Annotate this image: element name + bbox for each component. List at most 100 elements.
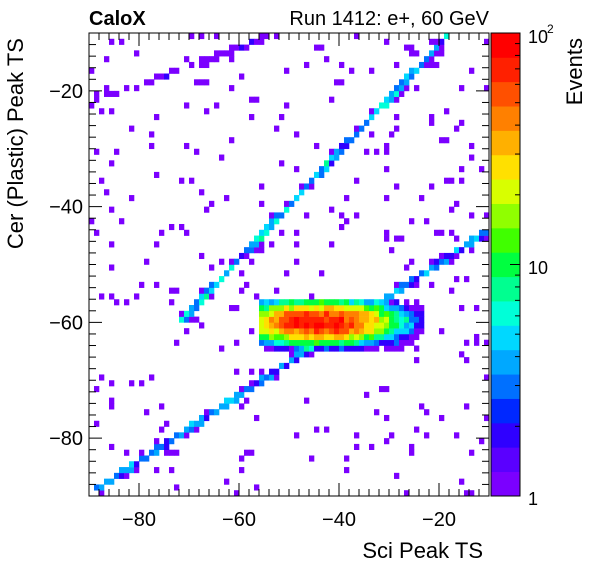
heatmap-cell (159, 443, 165, 450)
heatmap-cell (89, 218, 95, 225)
heatmap-cell (479, 235, 485, 242)
heatmap-cell (409, 310, 415, 317)
heatmap-cell (284, 200, 290, 207)
heatmap-cell (259, 316, 265, 323)
heatmap-cell (349, 299, 355, 306)
heatmap-cell (334, 148, 340, 155)
heatmap-cell (384, 102, 390, 109)
heatmap-cell (429, 183, 435, 190)
heatmap-cell (104, 189, 110, 196)
colorbar-band (491, 130, 520, 156)
heatmap-cell (374, 409, 380, 416)
heatmap-cell (339, 79, 345, 86)
heatmap-cell (449, 177, 455, 184)
heatmap-cell (139, 281, 145, 288)
heatmap-cell (399, 90, 405, 97)
heatmap-cell (454, 276, 460, 283)
heatmap-cell (389, 247, 395, 254)
heatmap-cell (259, 310, 265, 317)
heatmap-cell (189, 316, 195, 323)
heatmap-cell (319, 322, 325, 329)
heatmap-cell (184, 328, 190, 335)
heatmap-cell (199, 414, 205, 422)
heatmap-cell (289, 328, 295, 335)
heatmap-cell (144, 258, 150, 265)
heatmap-cell (284, 322, 290, 329)
heatmap-cell (369, 108, 375, 115)
heatmap-cell (274, 310, 280, 317)
heatmap-cell (289, 200, 295, 207)
heatmap-cell (334, 154, 340, 161)
heatmap-cell (429, 50, 435, 57)
heatmap-cell (304, 61, 310, 69)
heatmap-cell (384, 322, 390, 329)
heatmap-cell (304, 183, 310, 190)
heatmap-cell (404, 264, 410, 271)
heatmap-cell (229, 44, 235, 51)
heatmap-cell (399, 85, 405, 92)
heatmap-cell (124, 85, 130, 92)
heatmap-cell (389, 339, 395, 346)
heatmap-cell (384, 438, 390, 445)
heatmap-cell (399, 287, 405, 294)
heatmap-cell (369, 316, 375, 323)
heatmap-cell (324, 310, 330, 317)
heatmap-cell (324, 160, 330, 167)
heatmap-cell (474, 339, 480, 346)
heatmap-cell (354, 432, 360, 439)
heatmap-cell (99, 484, 105, 491)
heatmap-cell (259, 247, 265, 254)
heatmap-cell (174, 339, 180, 346)
heatmap-cell (394, 310, 400, 317)
x-tick-label: −80 (122, 509, 156, 531)
heatmap-cell (184, 102, 190, 109)
heatmap-cell (204, 79, 210, 86)
heatmap-cell (154, 114, 160, 121)
heatmap-cell (264, 328, 270, 335)
heatmap-cell (249, 380, 255, 387)
heatmap-cell (289, 305, 295, 312)
heatmap-cell (324, 305, 330, 312)
x-axis-title: Sci Peak TS (362, 538, 483, 563)
heatmap-cell (199, 420, 205, 427)
heatmap-cell (234, 339, 240, 346)
heatmap-cell (234, 258, 240, 265)
heatmap-cell (319, 339, 325, 346)
heatmap-cell (344, 322, 350, 329)
heatmap-cell (94, 90, 100, 97)
heatmap-cell (474, 305, 480, 312)
heatmap-cell (394, 316, 400, 323)
heatmap-cell (194, 316, 200, 323)
heatmap-cell (314, 316, 320, 323)
heatmap-cell (199, 322, 205, 329)
heatmap-cell (394, 287, 400, 294)
heatmap-cell (304, 333, 310, 341)
heatmap-cell (484, 414, 490, 422)
heatmap-cell (129, 461, 135, 468)
heatmap-cell (364, 316, 370, 323)
heatmap-cell (289, 322, 295, 329)
heatmap-cell (389, 299, 395, 306)
heatmap-cell (394, 125, 400, 132)
heatmap-cell (384, 414, 390, 422)
heatmap-cell (414, 281, 420, 288)
heatmap-cell (119, 472, 125, 479)
heatmap-cell (314, 333, 320, 341)
heatmap-cell (154, 443, 160, 450)
heatmap-cell (359, 316, 365, 323)
heatmap-cell (124, 449, 130, 456)
heatmap-cell (259, 200, 265, 207)
heatmap-cell (314, 322, 320, 329)
heatmap-cell (334, 333, 340, 341)
heatmap-cell (379, 102, 385, 109)
heatmap-cell (324, 166, 330, 173)
heatmap-cell (99, 108, 105, 115)
heatmap-cell (289, 339, 295, 346)
heatmap-cell (279, 310, 285, 317)
heatmap-cell (344, 310, 350, 317)
heatmap-cell (349, 310, 355, 317)
heatmap-cell (479, 229, 485, 236)
colorbar-band (491, 325, 520, 351)
heatmap-cell (469, 154, 475, 161)
heatmap-cell (164, 449, 170, 456)
